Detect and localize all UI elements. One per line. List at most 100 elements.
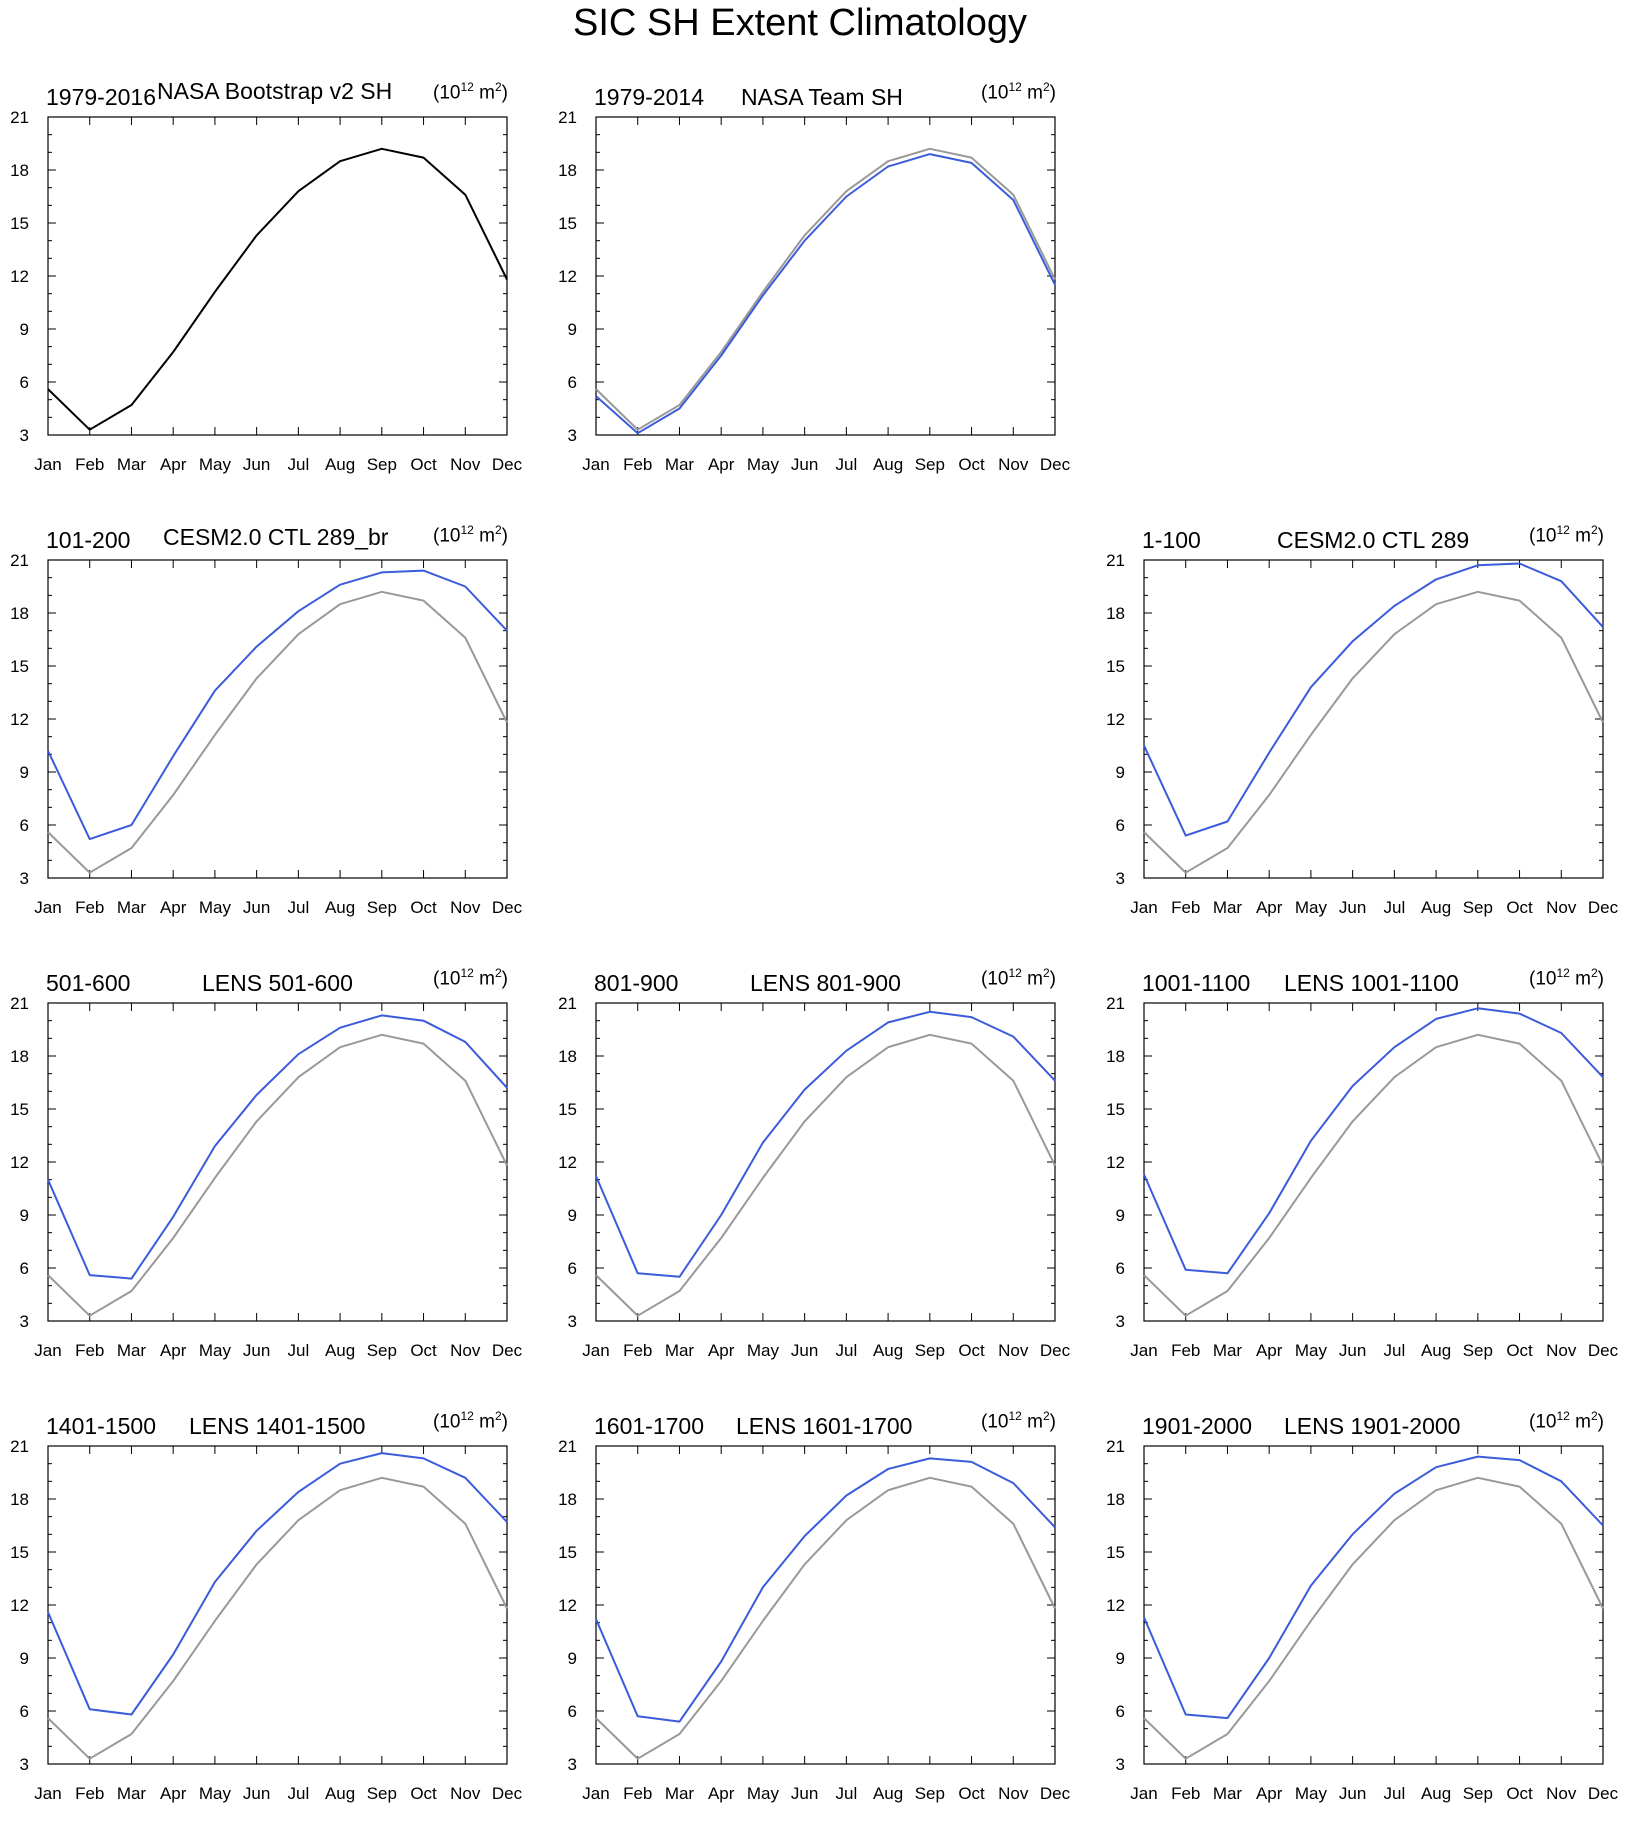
x-tick-label: Sep [915, 1341, 945, 1360]
panel-dataset-label: NASA Bootstrap v2 SH [157, 78, 393, 104]
panel-dataset-label: LENS 1401-1500 [189, 1413, 366, 1439]
x-tick-label: Jul [835, 1784, 857, 1803]
y-tick-label: 15 [10, 1100, 29, 1119]
panel-dataset-label: NASA Team SH [741, 84, 903, 110]
y-tick-label: 9 [568, 1649, 577, 1668]
x-tick-label: Sep [367, 455, 397, 474]
y-tick-label: 15 [1106, 1543, 1125, 1562]
x-tick-label: May [1295, 1341, 1328, 1360]
x-tick-label: Aug [325, 898, 355, 917]
y-tick-label: 6 [568, 1259, 577, 1278]
x-tick-label: Jun [1339, 1341, 1366, 1360]
line-plot: 3 6 9 12 15 18 21 Jan Feb Mar Apr May Jun Jul Aug Sep Oc… [10, 551, 523, 917]
x-tick-label: Apr [160, 1784, 187, 1803]
panel-units-label: (1012 m2) [1529, 1409, 1604, 1433]
y-tick-label: 18 [558, 161, 577, 180]
y-tick-label: 21 [1106, 1437, 1125, 1456]
x-tick-label: Oct [410, 1784, 437, 1803]
x-tick-label: Nov [450, 898, 481, 917]
y-tick-label: 12 [558, 1153, 577, 1172]
x-tick-label: Feb [623, 1341, 652, 1360]
y-tick-label: 9 [1116, 1206, 1125, 1225]
x-tick-label: May [199, 1784, 232, 1803]
x-tick-label: Sep [915, 455, 945, 474]
x-tick-label: Jun [1339, 1784, 1366, 1803]
y-tick-label: 12 [558, 1596, 577, 1615]
y-tick-label: 15 [10, 214, 29, 233]
panel-period-label: 101-200 [46, 527, 131, 553]
y-tick-label: 6 [20, 1259, 29, 1278]
plot-frame [595, 116, 1056, 436]
y-tick-label: 3 [1116, 1755, 1125, 1774]
panel-dataset-label: CESM2.0 CTL 289_br [163, 524, 389, 550]
x-tick-label: Apr [708, 1341, 735, 1360]
x-tick-label: Dec [1040, 1784, 1071, 1803]
x-tick-label: Aug [325, 455, 355, 474]
x-tick-label: Sep [1463, 898, 1493, 917]
x-tick-label: Apr [160, 455, 187, 474]
y-tick-label: 9 [568, 1206, 577, 1225]
line-plot: 3 6 9 12 15 18 21 Jan Feb Mar Apr May Jun Jul Aug Sep Oc… [558, 108, 1071, 474]
y-tick-label: 18 [558, 1047, 577, 1066]
series-line [1143, 1476, 1604, 1760]
x-tick-label: Dec [492, 898, 523, 917]
y-tick-label: 18 [1106, 1047, 1125, 1066]
chart-panel: 1901-2000 LENS 1901-2000 (1012 m2) 3 6 9 12… [1096, 1401, 1629, 1831]
x-tick-label: Mar [1213, 1784, 1243, 1803]
x-tick-label: Sep [367, 1784, 397, 1803]
panel-units-label: (1012 m2) [433, 80, 508, 104]
x-tick-label: Apr [160, 1341, 187, 1360]
y-tick-label: 3 [568, 426, 577, 445]
series-line [595, 1476, 1056, 1760]
x-tick-label: Nov [450, 455, 481, 474]
x-tick-label: Feb [75, 898, 104, 917]
x-tick-label: Jun [1339, 898, 1366, 917]
x-tick-label: Aug [1421, 1784, 1451, 1803]
panel-period-label: 1979-2014 [594, 84, 704, 110]
panel-units-label: (1012 m2) [1529, 523, 1604, 547]
series-line [47, 1033, 508, 1317]
y-tick-label: 21 [10, 994, 29, 1013]
y-tick-label: 12 [1106, 1596, 1125, 1615]
y-tick-label: 3 [1116, 1312, 1125, 1331]
line-plot: 3 6 9 12 15 18 21 Jan Feb Mar Apr May Jun Jul Aug Sep Oc… [558, 1437, 1071, 1803]
y-tick-label: 15 [10, 657, 29, 676]
y-tick-label: 6 [1116, 1702, 1125, 1721]
y-tick-label: 3 [20, 426, 29, 445]
series-line [47, 1014, 508, 1280]
x-tick-label: Jul [287, 1341, 309, 1360]
plot-frame [1143, 1002, 1604, 1322]
chart-panel: 801-900 LENS 801-900 (1012 m2) 3 6 9 12 15 18… [548, 958, 1096, 1388]
x-tick-label: Jul [835, 1341, 857, 1360]
series-line [595, 1457, 1056, 1723]
panel-period-label: 501-600 [46, 970, 131, 996]
chart-panel: 1979-2016 NASA Bootstrap v2 SH (1012 m2)… [0, 72, 548, 502]
x-tick-label: Nov [450, 1341, 481, 1360]
y-tick-label: 21 [558, 994, 577, 1013]
x-tick-label: Jul [835, 455, 857, 474]
x-tick-label: Jul [287, 898, 309, 917]
line-plot: 3 6 9 12 15 18 21 Jan Feb Mar Apr May Jun Jul Aug Sep Oc… [10, 1437, 523, 1803]
y-tick-label: 9 [20, 763, 29, 782]
x-tick-label: Apr [708, 1784, 735, 1803]
y-tick-label: 12 [558, 267, 577, 286]
x-tick-label: Apr [1256, 1784, 1283, 1803]
x-tick-label: Jun [243, 1784, 270, 1803]
y-tick-label: 15 [558, 214, 577, 233]
figure-title: SIC SH Extent Climatology [572, 2, 1028, 44]
x-tick-label: Feb [1171, 1341, 1200, 1360]
x-tick-label: Nov [1546, 1341, 1577, 1360]
series-line [47, 569, 508, 841]
x-tick-label: Mar [1213, 898, 1243, 917]
x-tick-label: Oct [410, 1341, 437, 1360]
series-line [595, 1033, 1056, 1317]
x-tick-label: May [747, 1784, 780, 1803]
y-tick-label: 21 [1106, 994, 1125, 1013]
x-tick-label: Oct [958, 1784, 985, 1803]
series-line [595, 1010, 1056, 1278]
x-tick-label: Dec [1040, 1341, 1071, 1360]
y-tick-label: 18 [10, 161, 29, 180]
x-tick-label: Aug [873, 1784, 903, 1803]
panel-period-label: 1901-2000 [1142, 1413, 1252, 1439]
series-line [595, 153, 1056, 435]
